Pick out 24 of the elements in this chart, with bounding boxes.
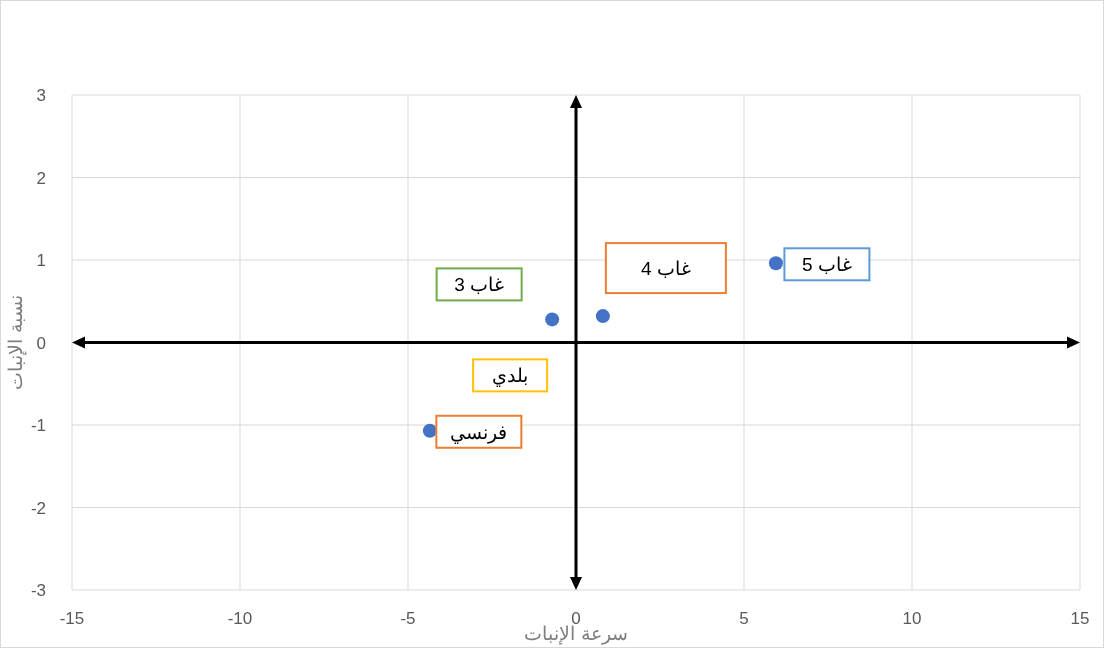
y-tick-label: 3 xyxy=(36,86,46,105)
point xyxy=(595,309,610,324)
annotation: فرنسي xyxy=(450,421,508,444)
y-tick-label: -2 xyxy=(30,498,46,518)
x-tick-label: -5 xyxy=(400,609,416,628)
point xyxy=(422,423,437,438)
y-tick-label: 0 xyxy=(36,333,46,353)
y-tick-label: 1 xyxy=(36,251,46,270)
x-tick-label: -15 xyxy=(59,609,85,628)
annotation: بلدي xyxy=(492,365,529,388)
y-tick-label: -1 xyxy=(30,416,46,435)
annotation: غاب 5 xyxy=(801,254,852,276)
x-tick-label: -10 xyxy=(227,609,253,628)
x-tick-label: 10 xyxy=(902,609,922,628)
x-tick-label: 15 xyxy=(1070,609,1090,628)
annotation: غاب 4 xyxy=(640,258,691,280)
x-tick-label: 5 xyxy=(739,609,749,628)
y-tick-label: 2 xyxy=(36,168,46,188)
y-tick-label: -3 xyxy=(30,581,46,600)
point xyxy=(545,312,560,327)
x-axis-title: سرعة الإنبات xyxy=(524,623,628,645)
point xyxy=(768,256,783,271)
annotation: غاب 3 xyxy=(454,274,505,296)
y-axis-title: نسبة الإنبات xyxy=(5,295,27,390)
